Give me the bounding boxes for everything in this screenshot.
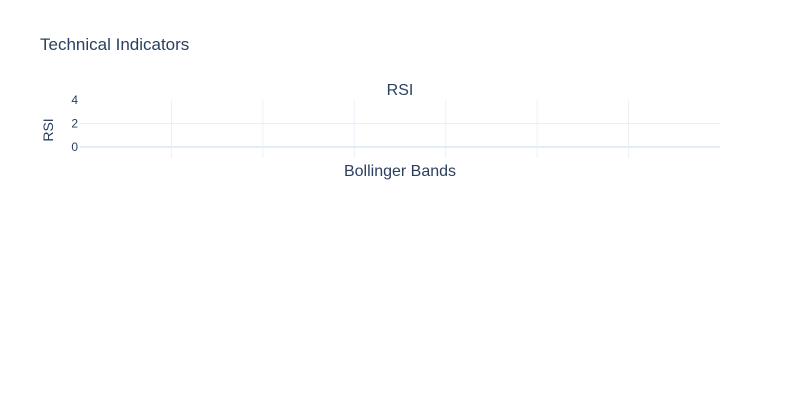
rsi-x-gridlines xyxy=(170,100,630,158)
rsi-y-tick-label: 4 xyxy=(71,93,78,107)
rsi-y-axis-title: RSI xyxy=(40,118,56,141)
rsi-y-gridlines xyxy=(80,123,720,148)
chart-title: Technical Indicators xyxy=(40,35,189,54)
rsi-y-tick-label: 2 xyxy=(71,117,78,131)
rsi-y-tick-label: 0 xyxy=(71,140,78,154)
rsi-subplot-title: RSI xyxy=(387,82,414,99)
bollinger-subplot-title: Bollinger Bands xyxy=(344,163,456,180)
bollinger-subplot: Bollinger Bands xyxy=(344,163,456,180)
rsi-subplot: RSI 0 2 4 RSI xyxy=(40,82,720,158)
rsi-y-tick-labels: 0 2 4 xyxy=(71,93,78,154)
